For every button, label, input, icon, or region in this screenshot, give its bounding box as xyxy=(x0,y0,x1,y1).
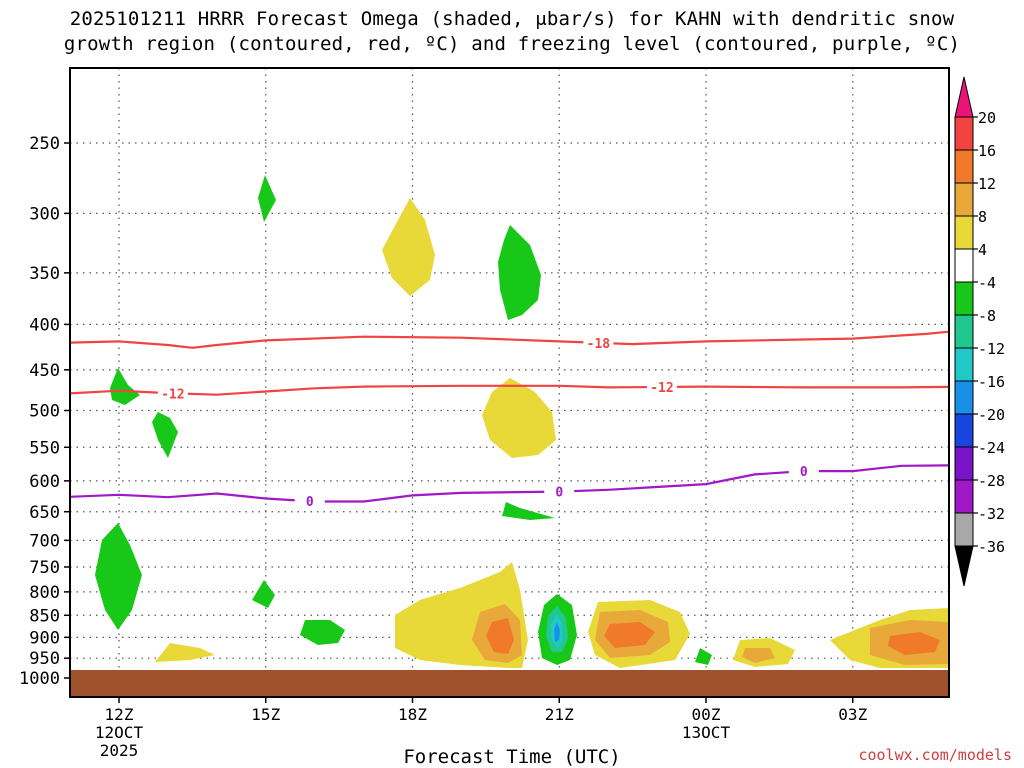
omega-region xyxy=(482,378,556,458)
colorbar-segment xyxy=(954,182,974,217)
x-axis-title: Forecast Time (UTC) xyxy=(403,746,621,768)
colorbar-segment xyxy=(954,446,974,481)
omega-region xyxy=(382,198,435,296)
y-tick-label: 300 xyxy=(29,204,60,224)
colorbar-segment xyxy=(954,281,974,316)
x-tick-label: 12OCT xyxy=(95,723,144,742)
ground-surface xyxy=(70,670,949,697)
y-axis: 2503003504004505005506006507007508008509… xyxy=(19,134,70,689)
contour-line xyxy=(70,464,949,503)
colorbar-label: -32 xyxy=(978,505,1005,523)
y-tick-label: 600 xyxy=(29,472,60,492)
omega-region xyxy=(95,523,142,630)
contour-label: -18 xyxy=(587,337,611,352)
omega-region xyxy=(742,648,775,663)
omega-region xyxy=(604,622,655,648)
y-tick-label: 400 xyxy=(29,315,60,335)
contour-label-bg xyxy=(583,334,614,351)
colorbar-segment xyxy=(954,380,974,415)
chart-title-line1: 2025101211 HRRR Forecast Omega (shaded, … xyxy=(69,8,955,30)
grid-lines xyxy=(70,68,949,697)
credit-text: coolwx.com/models xyxy=(858,746,1012,764)
colorbar-label: -20 xyxy=(978,406,1005,424)
omega-region xyxy=(888,632,940,655)
omega-shading xyxy=(95,175,949,668)
omega-region xyxy=(695,648,712,665)
contour-label-bg xyxy=(294,493,325,510)
colorbar-top-arrow xyxy=(954,76,974,118)
x-tick-label: 18Z xyxy=(398,705,427,724)
contour-label: 0 xyxy=(555,486,563,501)
y-tick-label: 750 xyxy=(29,558,60,578)
x-tick-label: 13OCT xyxy=(682,723,731,742)
contour-label: -12 xyxy=(161,387,184,402)
x-tick-label: 21Z xyxy=(545,705,574,724)
colorbar-segment xyxy=(954,314,974,349)
colorbar-segment xyxy=(954,215,974,250)
y-tick-label: 900 xyxy=(29,628,60,648)
contour-label: 0 xyxy=(306,495,314,510)
colorbar-label: -8 xyxy=(978,307,996,325)
y-tick-label: 350 xyxy=(29,264,60,284)
colorbar-segment xyxy=(954,413,974,448)
x-tick-label: 15Z xyxy=(251,705,280,724)
x-tick-label: 12Z xyxy=(105,705,134,724)
y-tick-label: 450 xyxy=(29,361,60,381)
colorbar-label: 16 xyxy=(978,142,996,160)
y-tick-label: 250 xyxy=(29,134,60,154)
colorbar-label: -36 xyxy=(978,538,1005,556)
chart-title-line2: growth region (contoured, red, ºC) and f… xyxy=(63,33,961,55)
colorbar-segment xyxy=(954,479,974,514)
colorbar-label: 20 xyxy=(978,109,996,127)
colorbar: 20 16 12 8 4 -4 -8 -12 -16 -20 -24 -28 -32 -36 xyxy=(954,76,1005,587)
colorbar-label: 12 xyxy=(978,175,996,193)
x-tick-label: 00Z xyxy=(692,705,721,724)
colorbar-bottom-arrow xyxy=(954,545,974,587)
temperature-contours: -18 -12 -12 0 0 0 xyxy=(70,330,949,510)
x-tick-label: 2025 xyxy=(100,741,139,760)
contour-label-bg xyxy=(788,463,819,480)
y-tick-label: 700 xyxy=(29,531,60,551)
y-tick-label: 650 xyxy=(29,503,60,523)
contour-label-bg xyxy=(544,483,575,500)
contour-label: 0 xyxy=(800,465,808,480)
y-tick-label: 950 xyxy=(29,649,60,669)
colorbar-segment xyxy=(954,116,974,151)
colorbar-label: -4 xyxy=(978,274,996,292)
colorbar-label: -28 xyxy=(978,472,1005,490)
y-tick-label: 1000 xyxy=(19,669,60,689)
colorbar-label: 4 xyxy=(978,241,987,259)
omega-region xyxy=(554,622,560,642)
plot-frame xyxy=(69,67,950,698)
contour-label: -12 xyxy=(650,381,673,396)
contour-label-bg xyxy=(157,385,188,402)
contour-line xyxy=(70,330,949,349)
omega-region xyxy=(300,620,345,645)
omega-region xyxy=(110,368,140,405)
contour-label-bg xyxy=(646,378,677,395)
y-tick-label: 550 xyxy=(29,438,60,458)
omega-region xyxy=(258,175,276,222)
colorbar-segment xyxy=(954,248,974,283)
omega-region xyxy=(486,618,514,654)
colorbar-label: 8 xyxy=(978,208,987,226)
y-tick-label: 500 xyxy=(29,402,60,422)
omega-region xyxy=(152,412,178,458)
colorbar-label: -16 xyxy=(978,373,1005,391)
colorbar-label: -12 xyxy=(978,340,1005,358)
colorbar-label: -24 xyxy=(978,439,1005,457)
omega-region xyxy=(155,643,215,662)
omega-region xyxy=(252,580,275,608)
colorbar-segment xyxy=(954,149,974,184)
colorbar-segment xyxy=(954,347,974,382)
x-tick-label: 03Z xyxy=(838,705,867,724)
colorbar-segment xyxy=(954,512,974,547)
omega-region xyxy=(498,225,541,320)
y-tick-label: 800 xyxy=(29,583,60,603)
y-tick-label: 850 xyxy=(29,606,60,626)
omega-region xyxy=(502,502,555,520)
